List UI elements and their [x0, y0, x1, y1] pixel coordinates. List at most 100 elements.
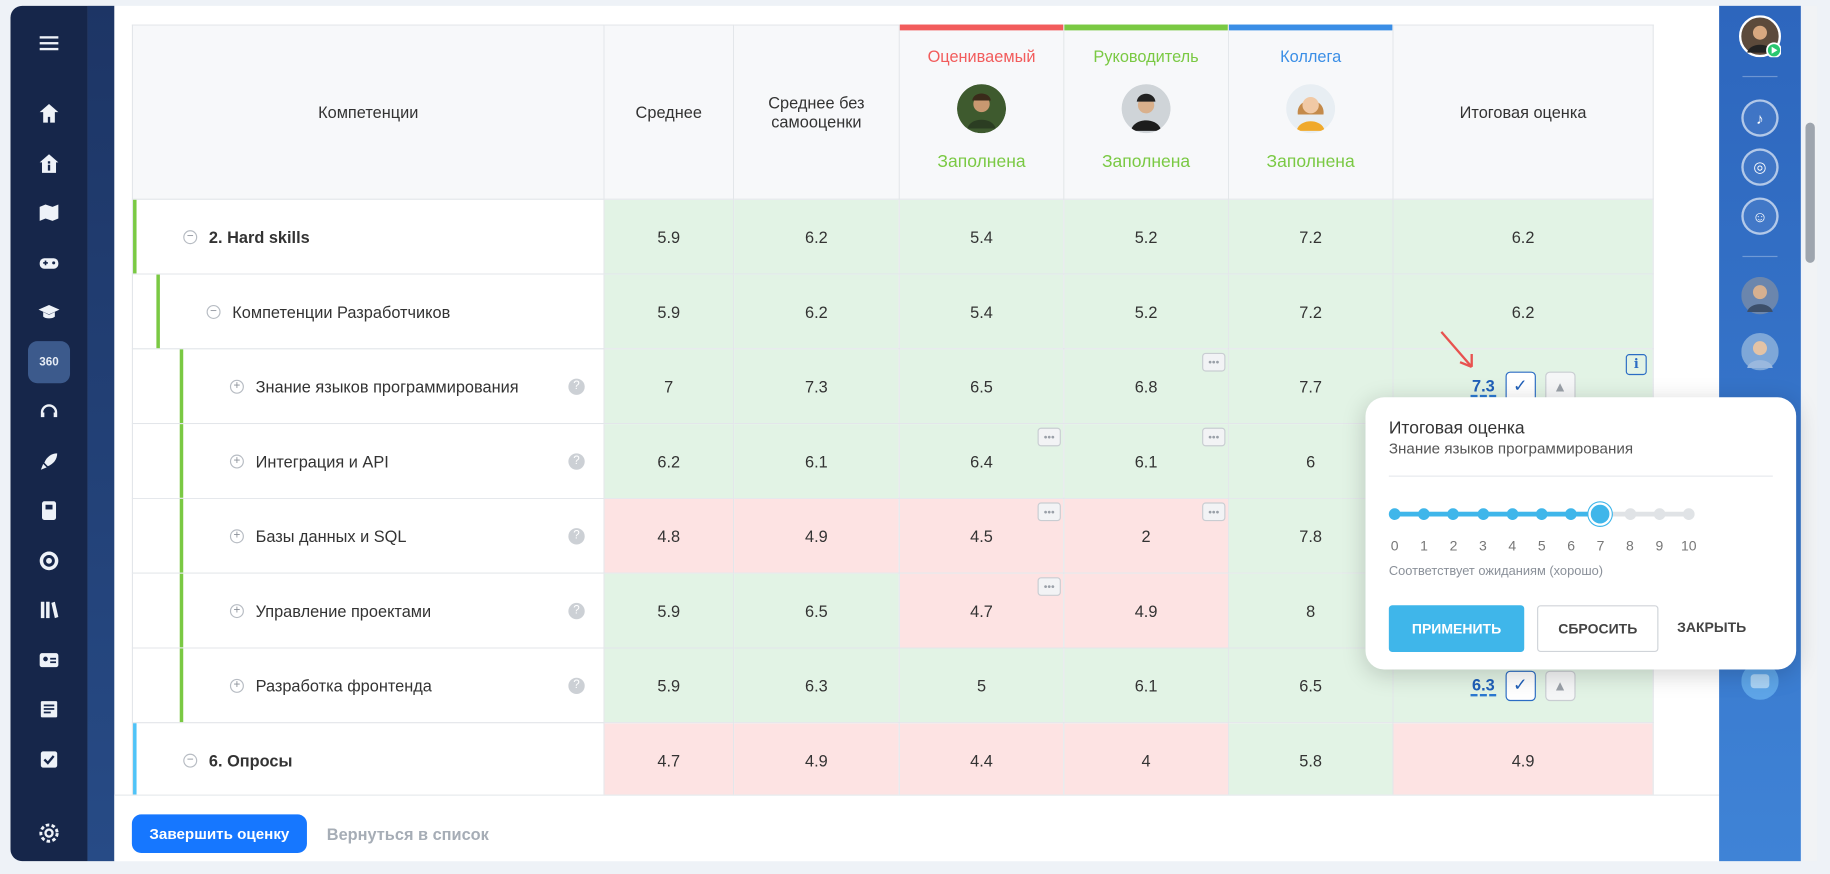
slider-step-dot[interactable] [1447, 508, 1460, 520]
slider-step-dot[interactable] [1535, 508, 1548, 520]
row-label: Компетенции Разработчиков [232, 302, 451, 321]
bell-icon[interactable]: ♪ [1741, 99, 1779, 137]
comment-icon[interactable]: ••• [1202, 502, 1226, 522]
slider-step-dot[interactable] [1477, 508, 1489, 520]
comment-icon[interactable]: ••• [1037, 502, 1061, 522]
book-icon[interactable] [28, 490, 70, 532]
value-final: 6.2 [1392, 198, 1654, 275]
comment-icon[interactable]: ••• [1202, 427, 1226, 447]
contact-avatar[interactable] [1741, 276, 1779, 315]
hamburger-icon[interactable] [28, 22, 70, 64]
slider-step-dot[interactable] [1506, 508, 1519, 520]
help-icon[interactable]: ? [568, 602, 585, 619]
avatar-self[interactable] [957, 84, 1007, 134]
slider-tick-label: 7 [1596, 537, 1605, 554]
footer-bar: Завершить оценку Вернуться в список [114, 794, 1720, 862]
value-colleague: 7.2 [1227, 198, 1394, 275]
slider-tick-label: 2 [1449, 537, 1458, 554]
newspaper-icon[interactable] [28, 688, 70, 730]
row-color-bar [179, 498, 184, 573]
score-slider[interactable]: 0 1 2 3 4 5 6 7 8 9 10 [1388, 502, 1716, 554]
collapse-icon[interactable]: − [183, 753, 198, 768]
help-icon[interactable]: ? [568, 677, 585, 694]
help-icon[interactable]: ? [568, 527, 585, 544]
check-icon[interactable]: ✓ [1505, 670, 1536, 701]
close-button[interactable]: ЗАКРЫТЬ [1677, 619, 1747, 636]
chat-icon[interactable]: ☺ [1741, 197, 1779, 235]
help-icon[interactable]: ? [568, 377, 585, 395]
value-average: 7 [603, 348, 735, 425]
collapse-icon[interactable]: − [206, 304, 221, 319]
slider-step-dot[interactable] [1624, 508, 1636, 520]
library-icon[interactable] [28, 589, 70, 631]
manager-color-bar [1064, 24, 1228, 31]
check-icon[interactable]: ✓ [1505, 370, 1536, 402]
slider-step-dot[interactable] [1388, 508, 1401, 520]
header-competencies: Компетенции [131, 24, 605, 200]
gamepad-icon[interactable] [28, 242, 70, 284]
apply-button[interactable]: ПРИМЕНИТЬ [1388, 605, 1525, 652]
row-color-bar [179, 573, 184, 648]
row-label: Базы данных и SQL [255, 526, 407, 546]
slider-step-dot[interactable] [1653, 508, 1666, 520]
home-icon[interactable] [28, 92, 70, 134]
value-manager: 6.8 [1134, 376, 1158, 396]
360-icon[interactable]: 360 [28, 341, 71, 384]
contact-avatar[interactable] [1741, 662, 1779, 700]
info-icon[interactable]: i [1625, 354, 1647, 376]
back-to-list-link[interactable]: Вернуться в список [326, 824, 489, 844]
target-icon[interactable] [28, 540, 70, 582]
final-score-link[interactable]: 6.3 [1470, 675, 1496, 696]
comment-icon[interactable]: ••• [1037, 577, 1061, 596]
slider-handle[interactable] [1588, 502, 1613, 526]
final-score-popup: Итоговая оценка Знание языков программир… [1365, 397, 1797, 670]
manager-role: Руководитель [1093, 46, 1199, 66]
reset-button[interactable]: СБРОСИТЬ [1537, 605, 1659, 652]
row-label: 2. Hard skills [208, 227, 310, 246]
value-manager: 6.1 [1134, 451, 1158, 471]
self-color-bar [899, 24, 1064, 31]
contact-avatar[interactable] [1741, 333, 1779, 371]
map-icon[interactable] [28, 192, 70, 234]
avatar-manager[interactable] [1121, 84, 1171, 134]
slider-step-dot[interactable] [1565, 508, 1577, 520]
value-manager: 2 [1141, 526, 1151, 546]
final-score-link[interactable]: 7.3 [1470, 376, 1496, 397]
value-self: 6.5 [898, 348, 1065, 425]
row-name-cell: + Интеграция и API? [131, 422, 605, 499]
id-card-icon[interactable] [28, 639, 70, 681]
user-avatar[interactable] [1738, 15, 1781, 58]
scrollbar[interactable] [1803, 5, 1818, 862]
expand-icon[interactable]: + [229, 603, 244, 618]
comment-icon[interactable]: ••• [1202, 352, 1226, 372]
rocket-icon[interactable] [28, 441, 70, 483]
value-self: 5.4 [898, 273, 1065, 350]
expand-icon[interactable]: + [229, 528, 244, 543]
info-icon[interactable] [28, 143, 70, 185]
expand-icon[interactable]: + [229, 678, 244, 693]
value-manager-cell: 6.8 ••• [1063, 348, 1229, 425]
expand-icon[interactable]: + [229, 453, 244, 468]
collapse-icon[interactable]: − [183, 229, 198, 244]
slider-step-dot[interactable] [1418, 508, 1430, 520]
help-icon[interactable]: ? [568, 452, 585, 470]
graduation-cap-icon[interactable]: ▲ [1544, 670, 1576, 701]
value-colleague: 7.7 [1227, 348, 1394, 425]
value-average-no-self: 6.3 [732, 647, 900, 724]
manager-status: Заполнена [1101, 151, 1191, 172]
comment-icon[interactable]: ••• [1037, 427, 1061, 447]
target-icon[interactable]: ◎ [1741, 148, 1779, 186]
headset-icon[interactable] [28, 390, 70, 432]
slider-fill [1394, 511, 1601, 517]
value-colleague: 6.5 [1227, 647, 1394, 724]
value-average: 4.8 [603, 497, 735, 574]
graduation-cap-icon[interactable] [28, 291, 70, 333]
finish-evaluation-button[interactable]: Завершить оценку [131, 814, 307, 853]
slider-step-dot[interactable] [1682, 508, 1695, 520]
expand-icon[interactable]: + [229, 379, 244, 394]
scrollbar-thumb[interactable] [1805, 122, 1815, 263]
avatar-colleague[interactable] [1286, 84, 1336, 134]
gear-icon[interactable] [28, 812, 70, 854]
checkbox-icon[interactable] [28, 738, 70, 780]
value-average-no-self: 7.3 [732, 348, 900, 425]
